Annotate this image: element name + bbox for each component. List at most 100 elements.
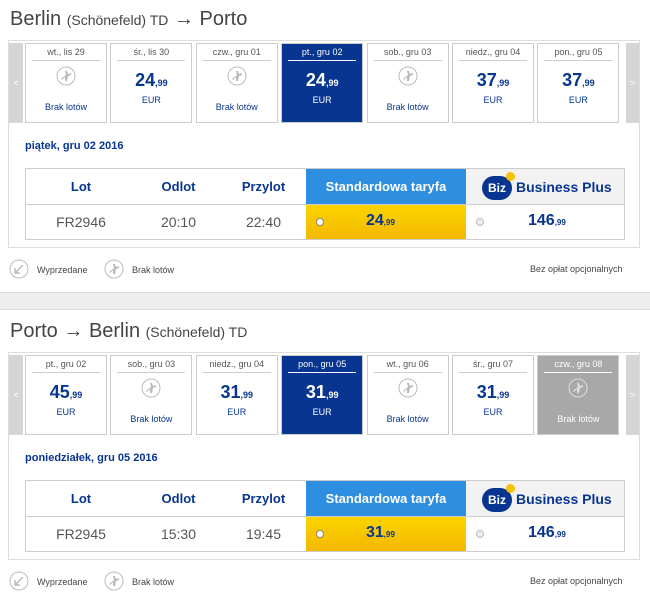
title-part: (Schönefeld) TD	[66, 12, 169, 28]
selected-date: poniedziałek, gru 05 2016	[25, 452, 158, 464]
route-title: Berlin (Schönefeld) TD → Porto	[10, 8, 247, 31]
day-option[interactable]: niedz., gru 04 31,99 EUR	[195, 355, 278, 435]
price-main: 24	[366, 212, 384, 229]
title-part: (Schönefeld) TD	[145, 324, 248, 340]
day-option[interactable]: pon., gru 05 37,99 EUR	[537, 43, 620, 123]
optional-fees-note: Bez opłat opcjonalnych	[530, 576, 623, 586]
icon	[56, 66, 76, 86]
no-flight-icon	[568, 378, 588, 398]
cell-flight: FR2945	[56, 526, 106, 542]
business-fare[interactable]: 146,99	[466, 517, 624, 551]
price: 146,99	[528, 524, 566, 542]
radio[interactable]	[316, 218, 324, 226]
day-option[interactable]: śr., lis 30 24,99 EUR	[110, 43, 193, 123]
day-option[interactable]: czw., gru 08 Brak lotów	[537, 355, 620, 435]
cell-arrival: 19:45	[245, 526, 282, 542]
currency: EUR	[312, 95, 332, 105]
currency: EUR	[141, 95, 161, 105]
price: 31,99	[453, 382, 533, 403]
next-day[interactable]: >	[626, 355, 639, 435]
price-cents: ,99	[69, 390, 83, 400]
next-day[interactable]: >	[626, 43, 639, 123]
day-option[interactable]: sob., gru 03 Brak lotów	[110, 355, 193, 435]
column-header: Standardowa taryfa	[306, 481, 466, 517]
currency: EUR	[568, 95, 588, 105]
column-header: Lot	[26, 481, 136, 517]
title-part: Berlin	[10, 8, 62, 30]
price-main: 31	[366, 524, 384, 541]
business-label: Business Plus	[516, 179, 612, 195]
icon	[104, 259, 124, 279]
icon	[398, 378, 418, 398]
icon	[398, 66, 418, 86]
day-label: pt., gru 02	[32, 359, 100, 373]
standard-fare[interactable]: 31,99	[306, 517, 466, 551]
day-label: śr., gru 07	[459, 359, 527, 373]
day-option[interactable]: wt., lis 29 Brak lotów	[25, 43, 107, 123]
day-option[interactable]: wt., gru 06 Brak lotów	[366, 355, 449, 435]
day-label: wt., gru 06	[373, 359, 442, 373]
price-main: 37	[562, 70, 583, 90]
title-part: →	[63, 320, 84, 342]
price-cents: ,99	[496, 78, 510, 88]
price-main: 37	[476, 70, 497, 90]
currency: EUR	[312, 407, 332, 417]
title-part: →	[173, 8, 194, 30]
cell-departure: 15:30	[160, 526, 197, 542]
price: 31,99	[282, 382, 362, 403]
day-label: wt., lis 29	[32, 47, 100, 61]
biz-dot	[506, 172, 515, 181]
prev-day[interactable]: <	[9, 355, 23, 435]
radio[interactable]	[476, 530, 484, 538]
no-flight-icon	[104, 259, 124, 279]
card	[8, 352, 640, 560]
column-header: Przylot	[221, 481, 306, 517]
title-part: Porto	[10, 320, 58, 342]
day-option[interactable]: śr., gru 07 31,99 EUR	[452, 355, 534, 435]
legend-no-flights: Brak lotów	[132, 577, 175, 587]
selected-date: piątek, gru 02 2016	[25, 140, 124, 152]
no-flight-icon	[141, 378, 161, 398]
price: 37,99	[453, 70, 533, 91]
price: 24,99	[111, 70, 191, 91]
day-label: śr., lis 30	[117, 47, 186, 61]
icon	[9, 259, 29, 279]
price-cents: ,99	[240, 390, 254, 400]
fare-table: Lot Odlot Przylot Standardowa taryfa Biz Busi…	[25, 168, 625, 240]
sold-out-icon	[9, 571, 29, 591]
route-title: Porto → Berlin (Schönefeld) TD	[10, 320, 247, 343]
currency: EUR	[483, 95, 503, 105]
price: 45,99	[26, 382, 106, 403]
flight-section: Berlin (Schönefeld) TD → Porto < > wt., lis…	[0, 0, 650, 300]
sold-out-icon	[9, 259, 29, 279]
column-header: Odlot	[136, 169, 221, 205]
day-option[interactable]: czw., gru 01 Brak lotów	[195, 43, 278, 123]
no-flight-icon	[104, 571, 124, 591]
prev-day[interactable]: <	[9, 43, 23, 123]
currency: EUR	[227, 407, 247, 417]
day-option[interactable]: pt., gru 02 45,99 EUR	[25, 355, 107, 435]
price: 146,99	[528, 212, 566, 230]
day-option[interactable]: pon., gru 05 31,99 EUR	[281, 355, 364, 435]
business-header: Biz Business Plus	[466, 481, 624, 517]
price-cents: ,99	[554, 530, 566, 539]
biz-dot	[506, 484, 515, 493]
day-option[interactable]: niedz., gru 04 37,99 EUR	[452, 43, 534, 123]
price-main: 146	[528, 524, 555, 541]
day-label: pon., gru 05	[544, 47, 613, 61]
business-fare[interactable]: 146,99	[466, 205, 624, 239]
day-option[interactable]: sob., gru 03 Brak lotów	[366, 43, 449, 123]
standard-fare[interactable]: 24,99	[306, 205, 466, 239]
radio[interactable]	[316, 530, 324, 538]
day-status: Brak lotów	[386, 414, 429, 424]
icon	[227, 66, 247, 86]
price-main: 45	[49, 382, 70, 402]
price-main: 24	[135, 70, 156, 90]
icon	[141, 378, 161, 398]
price: 31,99	[366, 524, 395, 542]
radio[interactable]	[476, 218, 484, 226]
icon	[568, 378, 588, 398]
fare-table: Lot Odlot Przylot Standardowa taryfa Biz Busi…	[25, 480, 625, 552]
day-option[interactable]: pt., gru 02 24,99 EUR	[281, 43, 364, 123]
